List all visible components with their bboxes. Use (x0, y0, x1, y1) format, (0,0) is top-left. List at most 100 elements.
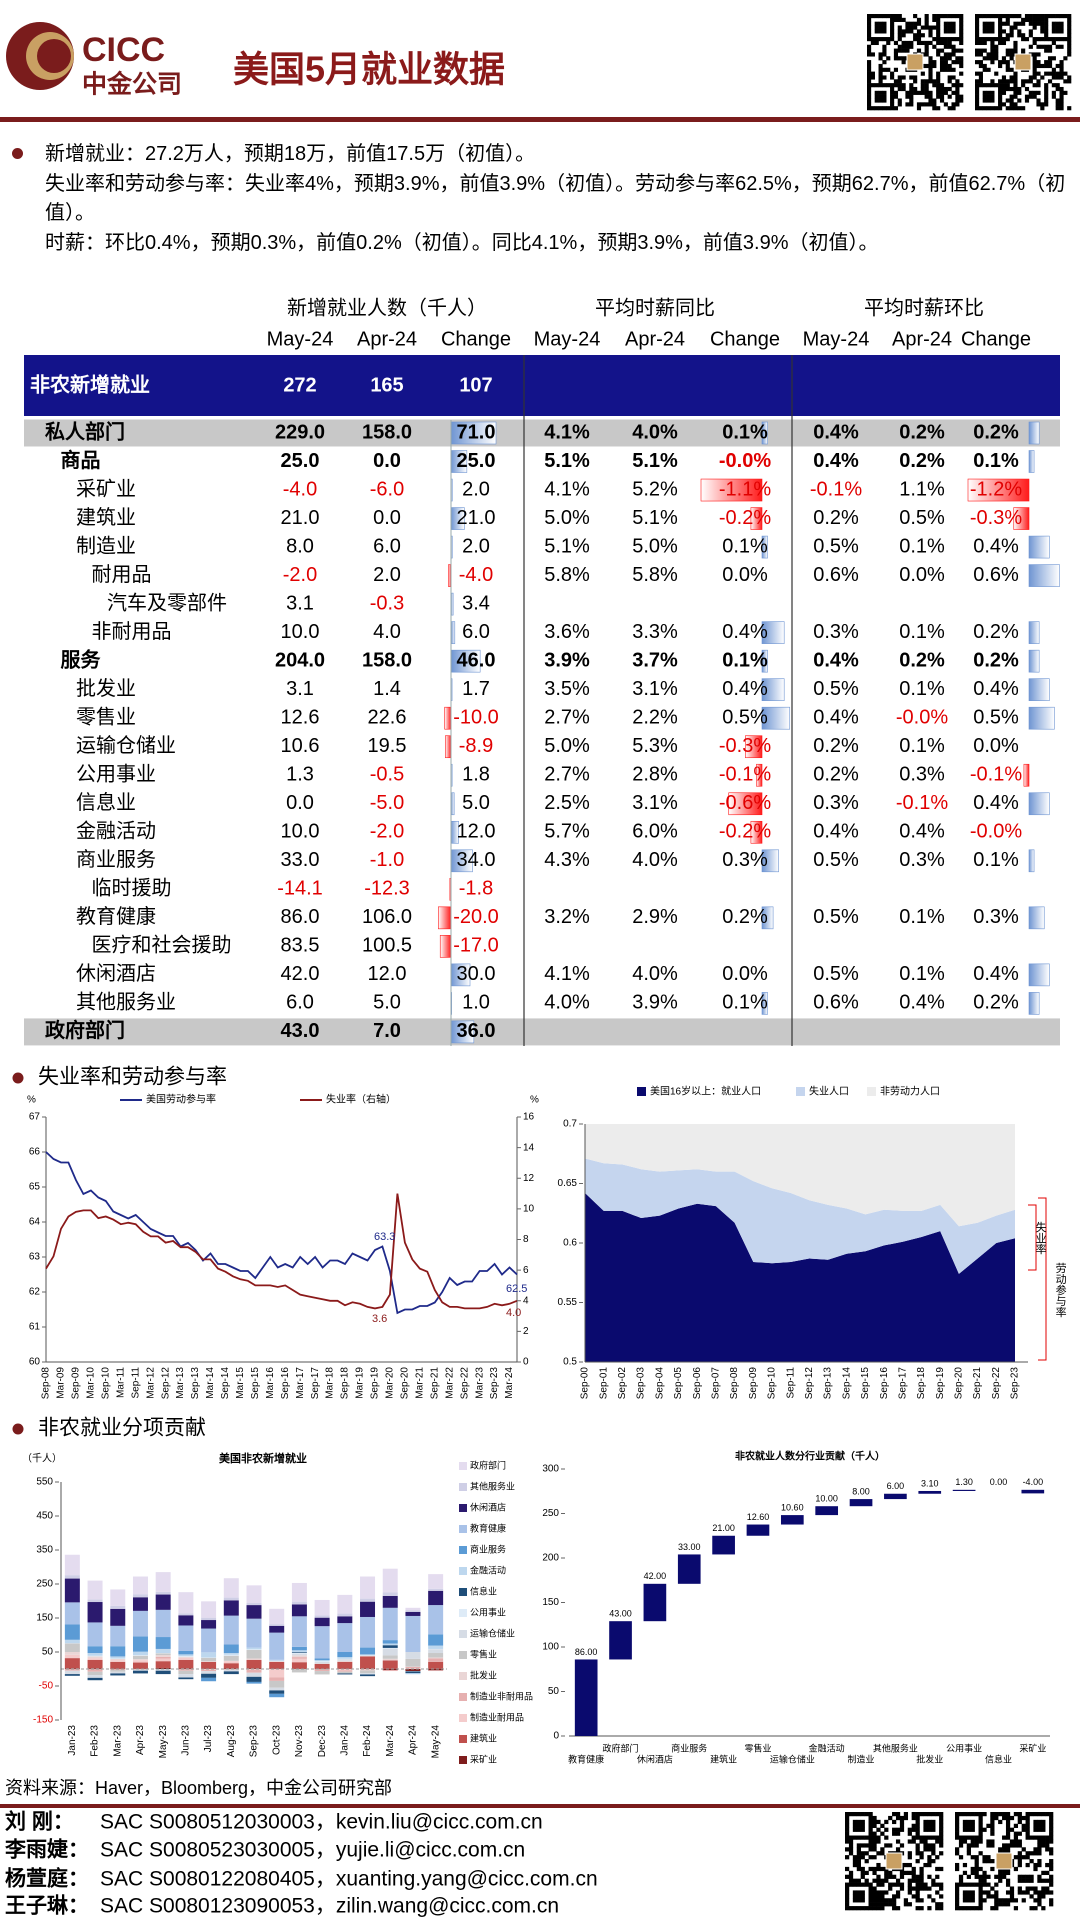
table-cell: 0.4% (973, 963, 1019, 985)
data-bar (750, 507, 763, 530)
bar-segment (269, 1690, 285, 1694)
qr-module (907, 1882, 912, 1887)
table-cell: 25.0 (281, 450, 320, 472)
qr-module (845, 1831, 850, 1836)
qr-module (1013, 1839, 1019, 1844)
qr-module (890, 83, 895, 88)
qr-module (1055, 14, 1060, 19)
logo-mark (37, 39, 71, 73)
table-cell: 7.0 (373, 1020, 401, 1042)
qr-module (899, 1823, 905, 1828)
qr-module (947, 67, 952, 72)
qr-module (1001, 21, 1007, 26)
bar-segment (132, 1669, 148, 1671)
qr-module (955, 48, 960, 53)
qr-module (939, 1827, 944, 1832)
qr-module (1002, 1847, 1007, 1852)
bar-segment (405, 1658, 421, 1667)
qr-module (897, 48, 902, 53)
qr-module (1059, 106, 1064, 111)
bar-segment (360, 1673, 376, 1675)
x-tick-label: Sep-01 (598, 1367, 609, 1400)
qr-module (1028, 21, 1033, 26)
y-tick-label: 0.6 (563, 1238, 577, 1249)
value-label: 0.00 (990, 1477, 1008, 1487)
axis-unit: % (27, 1095, 36, 1106)
qr-module (1055, 71, 1060, 76)
qr-module (909, 29, 914, 34)
qr-module (920, 33, 925, 38)
row-label: 其他服务业 (76, 991, 176, 1014)
qr-module (919, 1886, 924, 1891)
qr-module (1033, 1862, 1038, 1868)
qr-module (1009, 33, 1014, 38)
waterfall-bar (643, 1583, 667, 1622)
bar-segment (246, 1603, 262, 1606)
section-title: 失业率和劳动参与率 (38, 1066, 227, 1089)
qr-module (1044, 14, 1049, 19)
qr-module (1029, 1859, 1034, 1864)
qr-module (876, 1866, 881, 1872)
legend-swatch (796, 1087, 805, 1096)
table-cell: 0.6% (813, 564, 859, 586)
qr-module (1001, 37, 1007, 42)
qr-module (1013, 86, 1018, 92)
qr-module (939, 1902, 944, 1907)
qr-module (1029, 1812, 1034, 1817)
qr-module (1041, 1812, 1046, 1817)
qr-module (845, 1894, 850, 1899)
table-cell: 158.0 (362, 421, 412, 443)
qr-module (982, 83, 987, 88)
table-cell: 0.3% (973, 906, 1019, 928)
qr-module (923, 1843, 928, 1848)
bar-segment (155, 1572, 171, 1592)
qr-module (947, 52, 952, 57)
x-tick-label: Sep-13 (190, 1367, 201, 1400)
qr-module (1037, 1839, 1042, 1844)
qr-module (864, 1882, 869, 1887)
qr-module (1049, 1898, 1054, 1903)
qr-module (868, 1823, 873, 1828)
summary-line: 新增就业：27.2万人，预期18万，前值17.5万（初值）。 (45, 143, 536, 165)
qr-module (959, 14, 964, 19)
qr-module (975, 17, 980, 22)
qr-module (951, 37, 956, 42)
qr-module (872, 1847, 877, 1852)
qr-module (1049, 1819, 1054, 1825)
qr-module (1037, 1823, 1042, 1828)
qr-module (931, 1819, 936, 1825)
qr-module (927, 1906, 932, 1911)
bar-segment (337, 1660, 353, 1662)
qr-module (1005, 21, 1010, 26)
qr-module (975, 25, 980, 30)
qr-module (893, 79, 899, 84)
qr-module (966, 1851, 971, 1856)
qr-module (872, 1906, 877, 1911)
qr-module (927, 1862, 932, 1868)
qr-module (907, 1855, 912, 1860)
bullet (12, 1423, 24, 1435)
qr-module (1063, 79, 1068, 84)
qr-module (919, 1839, 924, 1844)
qr-module (939, 1812, 944, 1817)
data-bar (761, 906, 774, 930)
qr-module (860, 1851, 865, 1856)
qr-module (939, 1843, 944, 1848)
bracket (1028, 1204, 1037, 1271)
waterfall-bar (952, 1489, 976, 1491)
qr-module (895, 1839, 901, 1844)
qr-module (990, 98, 995, 103)
table-cell: 3.1 (286, 678, 314, 700)
qr-module (943, 56, 948, 61)
qr-module (1013, 21, 1018, 26)
qr-module (919, 1906, 924, 1911)
qr-module (1017, 21, 1022, 26)
qr-module (888, 1898, 893, 1903)
qr-module (867, 33, 872, 38)
bar-segment (291, 1601, 307, 1605)
bar-segment (178, 1656, 194, 1657)
qr-module (939, 1823, 944, 1828)
x-tick-label: Sep-15 (860, 1367, 871, 1400)
qr-module (982, 1855, 987, 1860)
qr-module (852, 1855, 858, 1860)
